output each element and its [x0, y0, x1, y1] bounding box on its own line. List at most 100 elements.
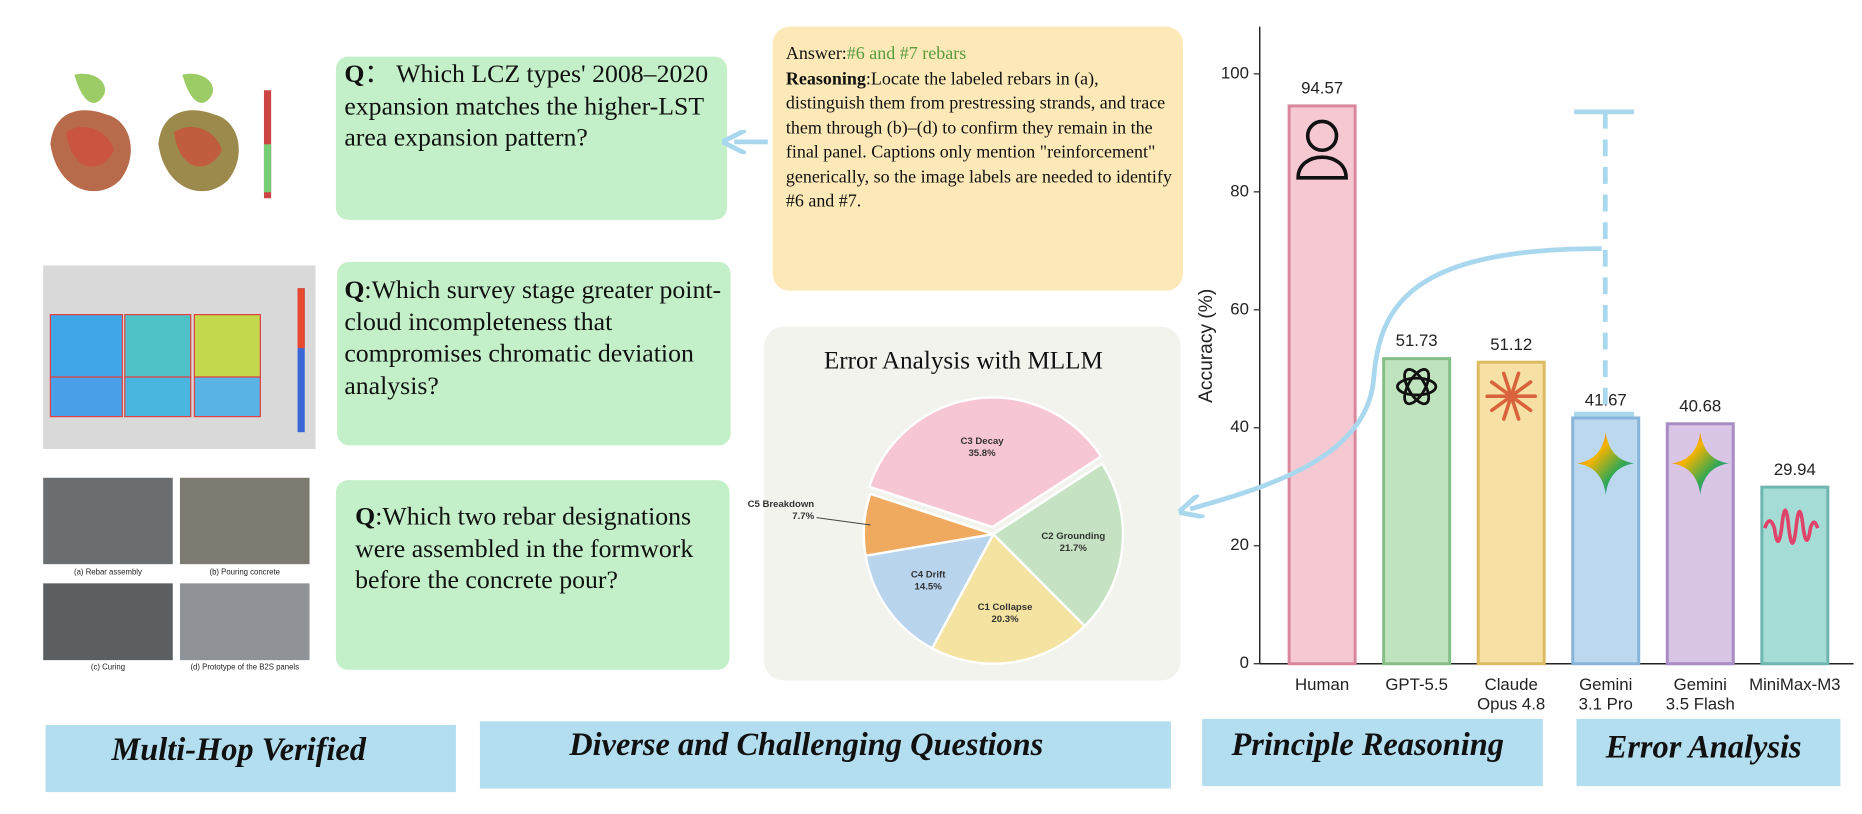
- y-tick-label: 40: [1230, 417, 1249, 436]
- slice-value: 14.5%: [915, 582, 943, 593]
- slice-label: C1 Collapse: [978, 602, 1033, 613]
- reasoning-text: :Locate the labeled rebars in (a), disti…: [785, 69, 1172, 212]
- icon: [1509, 394, 1521, 421]
- q-label: Q: [355, 501, 376, 531]
- banner-text: Multi-Hop Verified: [110, 732, 366, 768]
- slice-label: C4 Drift: [911, 570, 946, 581]
- banner: [1202, 718, 1543, 787]
- question-box: [337, 261, 731, 446]
- map-figure: [41, 66, 294, 205]
- x-tick-label-text: Claude Opus 4.8: [1477, 674, 1546, 713]
- question: Q： Which LCZ types' 2008–2020 expansion …: [344, 59, 709, 152]
- x-tick-label-text: Gemini 3.1 Pro: [1578, 674, 1633, 713]
- y-axis-label: Accuracy (%): [1196, 289, 1217, 403]
- x-tick-label-text: Human: [1295, 674, 1350, 694]
- banner: [45, 724, 456, 793]
- x-tick-label: Gemini 3.5 Flash: [1665, 674, 1735, 713]
- slice-value: 7.7%: [792, 511, 814, 522]
- photo-caption: (a) Rebar assembly: [74, 568, 142, 577]
- bar: [1760, 485, 1830, 666]
- answer-box: [772, 26, 1183, 291]
- q-text: :Which two rebar designations were assem…: [355, 501, 694, 595]
- y-tick-label: 60: [1230, 299, 1249, 318]
- x-tick-label: Human: [1295, 674, 1350, 694]
- banner-text: Principle Reasoning: [1230, 727, 1504, 763]
- icon: [1403, 368, 1431, 406]
- icon: [1671, 432, 1730, 495]
- icon: [1576, 432, 1635, 495]
- icon: [1509, 394, 1533, 413]
- y-tick-label: 0: [1240, 653, 1249, 672]
- q-text: :Which survey stage greater point-cloud …: [344, 275, 722, 400]
- pie-slice: [867, 396, 1103, 529]
- x-tick-label: MiniMax-M3: [1749, 674, 1841, 694]
- pie-slice: [930, 532, 1087, 665]
- arrow: [1190, 246, 1602, 509]
- x-tick-label: GPT-5.5: [1385, 674, 1448, 694]
- y-tick-label: 100: [1221, 63, 1249, 82]
- question: Q:Which two rebar designations were asse…: [355, 501, 694, 595]
- icon: [1763, 508, 1820, 545]
- photo-caption: (d) Prototype of the B2S panels: [190, 662, 299, 671]
- heatmap-figure: [43, 265, 316, 449]
- icon: [1489, 380, 1513, 399]
- answer: Answer:#6 and #7 rebars Reasoning:Locate …: [785, 44, 1172, 212]
- x-tick-label: Gemini 3.1 Pro: [1578, 674, 1633, 713]
- reasoning-label: Reasoning: [785, 69, 866, 89]
- icon: [1509, 371, 1521, 399]
- pie-slice: [864, 532, 996, 650]
- q-label: Q: [344, 275, 365, 304]
- icon: [1509, 380, 1533, 399]
- bar: [1382, 357, 1452, 666]
- banner: [479, 721, 1171, 789]
- question-box: [335, 480, 730, 670]
- slice-label: C3 Decay: [960, 436, 1004, 447]
- value-label: 51.12: [1490, 335, 1532, 354]
- banner-text: Error Analysis: [1605, 730, 1802, 766]
- value-label: 94.57: [1301, 79, 1343, 98]
- q-text: ： Which LCZ types' 2008–2020 expansion m…: [344, 59, 709, 152]
- pie-slice: [991, 461, 1125, 628]
- bar: [1287, 104, 1357, 666]
- question: Q:Which survey stage greater point-cloud…: [344, 275, 722, 400]
- slice-value: 20.3%: [991, 614, 1019, 625]
- bar: [1571, 416, 1641, 666]
- slice-label: C2 Grounding: [1041, 531, 1105, 542]
- y-tick-label: 20: [1230, 535, 1249, 554]
- q-label: Q: [344, 59, 365, 88]
- x-tick-label-text: MiniMax-M3: [1749, 674, 1841, 694]
- banner-text: Diverse and Challenging Questions: [568, 727, 1043, 763]
- answer-label: Answer:: [785, 44, 847, 64]
- banner: [1576, 718, 1841, 787]
- photo-caption: (c) Curing: [91, 662, 125, 671]
- icon: [1396, 376, 1438, 397]
- x-tick-label-text: Gemini 3.5 Flash: [1665, 674, 1735, 713]
- icon: [1305, 119, 1339, 153]
- x-tick-label: Claude Opus 4.8: [1477, 674, 1546, 713]
- icon: [1501, 371, 1513, 399]
- icon: [1502, 394, 1513, 421]
- answer-value: #6 and #7 rebars: [846, 44, 967, 64]
- value-label: 51.73: [1396, 331, 1438, 350]
- icon: [1296, 155, 1348, 180]
- banners: Multi-Hop Verified Diverse and Challengi…: [45, 718, 1841, 793]
- y-tick-label: 80: [1230, 181, 1249, 200]
- chart-title: Error Analysis with MLLM: [824, 347, 1103, 374]
- value-label: 29.94: [1774, 460, 1816, 479]
- slice-value: 21.7%: [1060, 543, 1088, 554]
- photo-caption: (b) Pouring concrete: [209, 568, 280, 577]
- photo-figure: [43, 477, 310, 661]
- x-tick-label-text: GPT-5.5: [1385, 674, 1448, 694]
- bar: [1476, 360, 1546, 666]
- bar-chart: 0 20 40 60 80 100 Accuracy (%) 94.57 Human 51.73 G…: [1196, 26, 1854, 713]
- slice-label: C5 Breakdown: [748, 499, 815, 510]
- icon: [1403, 368, 1431, 406]
- value-label: 40.68: [1679, 396, 1721, 415]
- question-box: [335, 56, 728, 220]
- dash-cap: [1574, 109, 1635, 417]
- icon: [1490, 394, 1513, 413]
- slice-value: 35.8%: [968, 448, 996, 459]
